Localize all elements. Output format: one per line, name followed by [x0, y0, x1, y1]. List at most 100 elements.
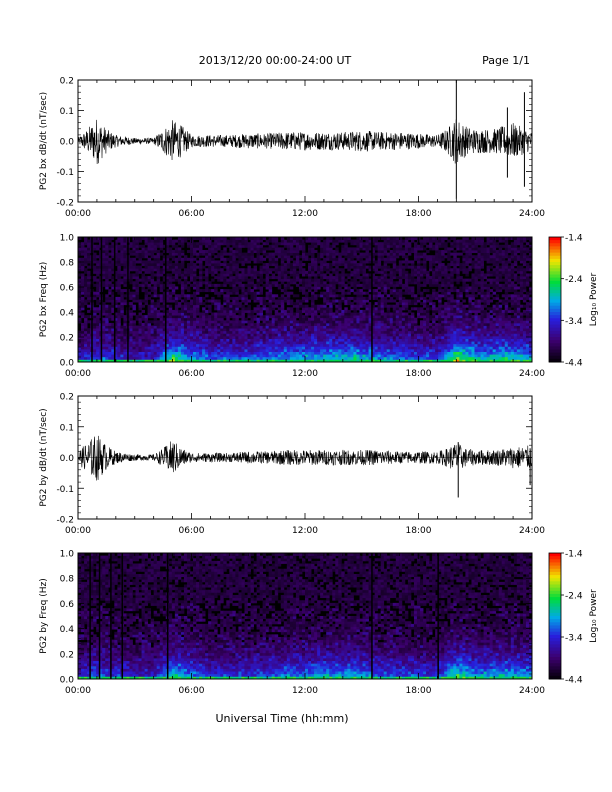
spectrogram-cell [277, 343, 282, 347]
spectrogram-cell [295, 273, 300, 277]
spectrogram-cell [108, 265, 112, 269]
spectrogram-cell [350, 247, 354, 251]
spectrogram-cell [220, 273, 224, 277]
spectrogram-cell [308, 333, 312, 337]
spectrogram-cell [265, 328, 270, 332]
spectrogram-cell [162, 294, 167, 298]
spectrogram-cell [229, 343, 233, 347]
spectrogram-cell [174, 244, 179, 248]
spectrogram-cell [177, 315, 182, 319]
spectrogram-cell [335, 322, 339, 326]
spectrogram-cell [244, 239, 248, 243]
spectrogram-cell [238, 328, 242, 332]
spectrogram-cell [256, 260, 260, 264]
spectrogram-cell [323, 250, 327, 254]
spectrogram-cell [395, 281, 400, 285]
spectrogram-cell [171, 343, 176, 347]
spectrogram-cell [159, 322, 164, 326]
spectrogram-cell [78, 268, 82, 272]
spectrogram-cell [341, 335, 345, 339]
spectrogram-cell [359, 244, 363, 248]
spectrogram-cell [392, 335, 397, 339]
spectrogram-cell [280, 302, 285, 306]
spectrogram-cell [341, 268, 345, 272]
spectrogram-cell [220, 257, 224, 261]
spectrogram-cell [314, 250, 318, 254]
spectrogram-cell [93, 283, 97, 287]
spectrogram-cell [241, 296, 245, 300]
spectrogram-cell [308, 296, 312, 300]
spectrogram-cell [413, 333, 418, 337]
spectrogram-cell [298, 317, 303, 321]
spectrogram-cell [132, 346, 136, 350]
spectrogram-cell [362, 309, 366, 313]
spectrogram-cell [329, 351, 333, 355]
spectrogram-cell [344, 286, 348, 290]
spectrogram-cell [383, 276, 388, 280]
spectrogram-cell [323, 341, 327, 345]
spectrogram-cell [386, 244, 391, 248]
spectrogram-cell [329, 283, 333, 287]
spectrogram-cell [311, 291, 315, 295]
spectrogram-cell [211, 315, 215, 319]
spectrogram-cell [413, 237, 418, 240]
spectrogram-cell [189, 244, 194, 248]
spectrogram-cell [298, 265, 303, 269]
spectrogram-cell [323, 320, 327, 324]
spectrogram-cell [332, 338, 336, 342]
spectrogram-cell [202, 309, 206, 313]
spectrogram-cell [165, 309, 170, 313]
spectrogram-cell [368, 268, 372, 272]
spectrogram-cell [308, 239, 312, 243]
spectrogram-cell [286, 291, 291, 295]
spectrogram-cell [314, 320, 318, 324]
spectrogram-cell [238, 273, 242, 277]
spectrogram-cell [256, 242, 260, 246]
spectrogram-cell [314, 343, 318, 347]
spectrogram-cell [423, 257, 427, 261]
spectrogram-cell [138, 244, 142, 248]
spectrogram-cell [241, 239, 245, 243]
spectrogram-cell [250, 343, 254, 347]
spectrogram-cell [93, 270, 97, 274]
spectrogram-cell [380, 255, 385, 259]
spectrogram-cell [196, 255, 200, 259]
spectrogram-cell [268, 359, 273, 363]
spectrogram-cell [344, 348, 348, 352]
spectrogram-cell [199, 244, 203, 248]
spectrogram-cell [395, 255, 400, 259]
spectrogram-cell [205, 322, 209, 326]
spectrogram-cell [253, 260, 257, 264]
spectrogram-cell [129, 356, 133, 360]
spectrogram-cell [268, 307, 273, 311]
spectrogram-cell [274, 263, 279, 267]
spectrogram-cell [438, 359, 442, 363]
spectrogram-cell [298, 278, 303, 282]
spectrogram-cell [199, 278, 203, 282]
spectrogram-cell [277, 250, 282, 254]
spectrogram-cell [265, 333, 270, 337]
spectrogram-cell [202, 325, 206, 329]
spectrogram-cell [202, 351, 206, 355]
spectrogram-cell [202, 239, 206, 243]
spectrogram-cell [123, 250, 127, 254]
spectrogram-cell [301, 281, 306, 285]
spectrogram-cell [217, 341, 221, 345]
spectrogram-cell [368, 335, 372, 339]
spectrogram-cell [311, 281, 315, 285]
spectrogram-cell [395, 250, 400, 254]
spectrogram-cell [78, 343, 82, 347]
spectrogram-cell [277, 325, 282, 329]
spectrogram-cell [180, 276, 185, 280]
spectrogram-cell [365, 304, 369, 308]
spectrogram-cell [147, 351, 152, 355]
spectrogram-cell [423, 356, 427, 360]
spectrogram-cell [274, 257, 279, 261]
spectrogram-cell [147, 356, 152, 360]
spectrogram-cell [420, 273, 424, 277]
spectrogram-cell [168, 346, 173, 350]
spectrogram-cell [108, 330, 112, 334]
spectrogram-cell [235, 356, 239, 360]
spectrogram-cell [183, 335, 188, 339]
spectrogram-cell [250, 252, 254, 256]
